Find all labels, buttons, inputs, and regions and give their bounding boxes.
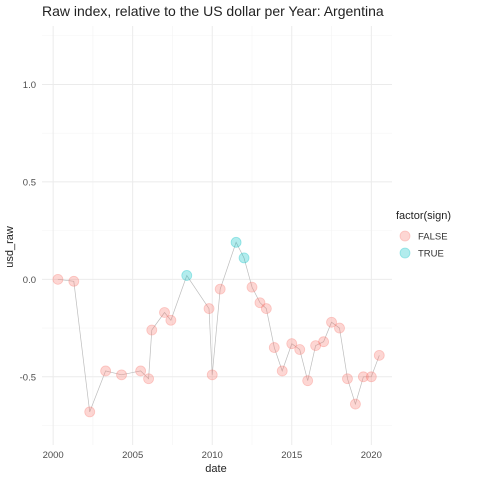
x-axis-label: date: [205, 463, 226, 475]
data-point: [230, 236, 242, 248]
x-tick-label: 2000: [43, 450, 64, 461]
data-point: [116, 369, 127, 381]
legend-title: factor(sign): [396, 210, 451, 222]
data-point: [206, 369, 218, 381]
data-point: [286, 338, 298, 350]
series-line: [57, 241, 380, 413]
data-point: [246, 281, 258, 293]
data-point: [238, 252, 250, 264]
legend-key: [399, 230, 411, 242]
x-tick-label: 2010: [202, 450, 223, 461]
data-point: [276, 365, 288, 377]
legend-entries: FALSE TRUE: [399, 230, 448, 260]
data-point: [302, 375, 314, 387]
data-point: [342, 373, 353, 385]
data-point: [254, 297, 266, 309]
legend: factor(sign) FALSE TRUE: [396, 210, 451, 260]
data-point: [318, 336, 329, 348]
data-point: [146, 324, 158, 336]
data-point: [326, 316, 337, 328]
data-point: [294, 344, 306, 355]
data-point: [350, 398, 361, 410]
data-point: [84, 406, 96, 418]
legend-label: TRUE: [418, 249, 444, 260]
data-point: [100, 365, 112, 377]
legend-key: [399, 247, 411, 259]
data-point: [268, 342, 280, 353]
data-point: [334, 322, 345, 334]
data-point: [260, 303, 272, 314]
data-point: [357, 371, 369, 383]
data-points: [52, 236, 385, 418]
chart-title: Raw index, relative to the US dollar per…: [42, 3, 384, 19]
y-axis-label: usd_raw: [4, 226, 16, 268]
data-point: [214, 283, 226, 295]
y-tick-label: 1.0: [23, 80, 36, 91]
data-point: [165, 314, 177, 326]
data-point: [143, 373, 154, 385]
grid: [42, 26, 392, 445]
y-tick-label: 0.0: [23, 275, 36, 286]
data-point: [68, 275, 80, 287]
data-point: [159, 307, 170, 318]
data-point: [52, 273, 64, 285]
data-point: [310, 340, 322, 352]
x-tick-label: 2005: [122, 450, 143, 461]
x-tick-label: 2020: [361, 450, 382, 461]
legend-label: FALSE: [418, 232, 448, 243]
x-axis-ticks: 2000 2005 2010 2015 2020: [43, 450, 382, 461]
x-tick-label: 2015: [281, 450, 302, 461]
data-point: [365, 371, 377, 383]
data-point: [181, 270, 193, 281]
data-point: [135, 365, 147, 377]
data-point: [203, 303, 215, 314]
y-tick-label: 0.5: [23, 177, 36, 188]
y-axis-ticks: -0.5 0.0 0.5 1.0: [20, 80, 36, 383]
y-tick-label: -0.5: [20, 372, 36, 383]
data-point: [373, 349, 385, 361]
